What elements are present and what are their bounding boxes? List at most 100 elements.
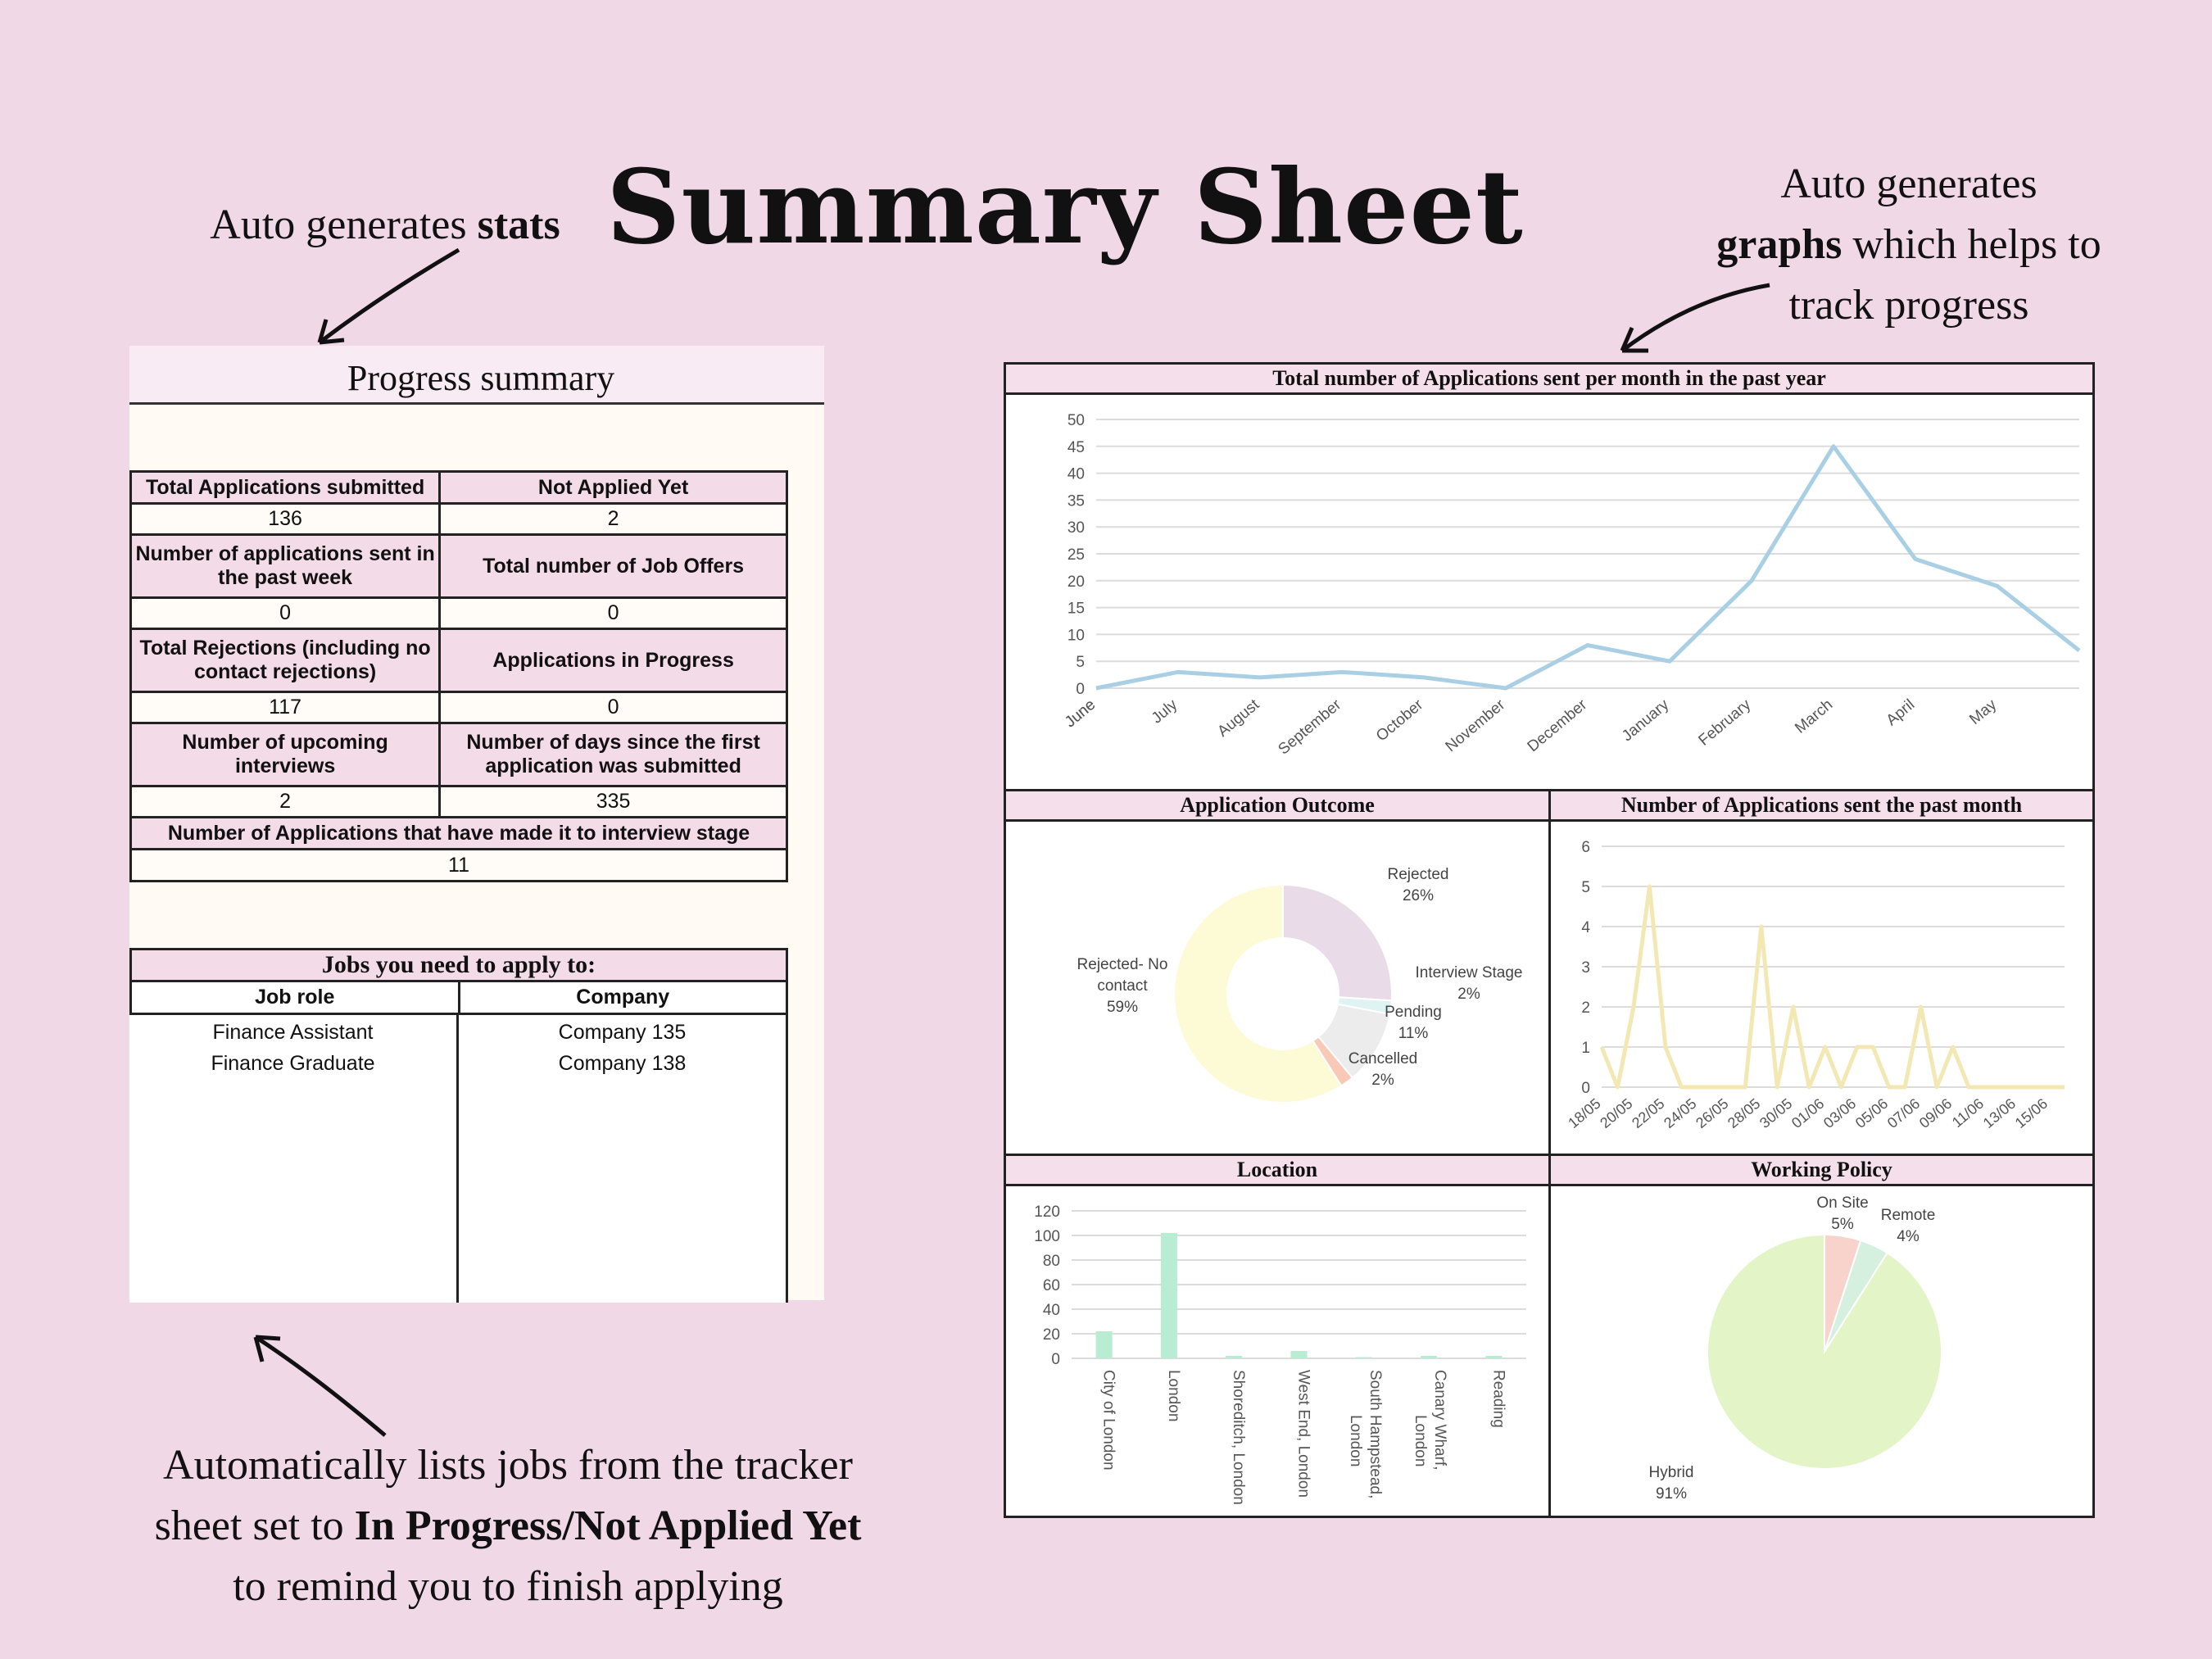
tick-label: West End, London — [1295, 1370, 1312, 1498]
jobs-table: Jobs you need to apply to: Job role Comp… — [129, 948, 788, 1303]
tick-label: 35 — [1067, 492, 1085, 510]
tick-label: 5 — [1581, 879, 1590, 896]
data-label: On Site 5% — [1816, 1194, 1868, 1233]
tick-label: November — [1443, 696, 1509, 755]
tick-label: 5 — [1076, 654, 1085, 671]
stats-note-bold: stats — [477, 202, 560, 248]
jobs-note-line2: sheet set to In Progress/Not Applied Yet — [90, 1496, 926, 1557]
data-label: Rejected- No contact 59% — [1077, 956, 1168, 1016]
tick-label: Shoreditch, London — [1230, 1370, 1247, 1505]
tick-label: February — [1695, 696, 1754, 749]
rejections-value: 117 — [129, 691, 442, 724]
tick-label: 0 — [1051, 1351, 1060, 1368]
bar — [1226, 1356, 1243, 1358]
graphs-note-line2: graphs which helps to — [1671, 215, 2146, 275]
data-label: Cancelled 2% — [1349, 1050, 1418, 1089]
jobs-note-line1: Automatically lists jobs from the tracke… — [163, 1442, 853, 1489]
bar — [1355, 1357, 1372, 1358]
total-applications-label: Total Applications submitted — [129, 470, 442, 505]
tick-label: 40 — [1067, 466, 1085, 483]
data-line — [1599, 884, 2065, 1090]
tick-label: 6 — [1581, 839, 1590, 856]
tick-label: 40 — [1043, 1302, 1060, 1319]
list-item: Finance Assistant — [212, 1021, 374, 1044]
bar — [1485, 1356, 1503, 1358]
data-line — [1095, 444, 2081, 691]
tick-label: 50 — [1067, 412, 1085, 429]
chart-title: Location — [1006, 1156, 1548, 1186]
list-item: Company 138 — [558, 1052, 687, 1075]
tick-label: 1 — [1581, 1040, 1590, 1057]
job-offers-label: Total number of Job Offers — [438, 533, 788, 599]
tick-label: October — [1373, 696, 1427, 745]
tick-label: 07/06 — [1884, 1095, 1923, 1131]
chart-title: Number of Applications sent the past mon… — [1551, 791, 2092, 822]
tick-label: August — [1214, 696, 1262, 741]
tick-label: March — [1792, 696, 1836, 737]
job-role-header: Job role — [132, 982, 460, 1013]
tick-label: 80 — [1043, 1253, 1060, 1270]
data-label: Hybrid 91% — [1649, 1464, 1694, 1503]
tick-label: 100 — [1034, 1228, 1060, 1245]
tick-label: 18/05 — [1565, 1095, 1603, 1131]
graphs-note-line1: Auto generates — [1780, 161, 2037, 207]
tick-label: 01/06 — [1788, 1095, 1827, 1131]
company-column: Company 135 Company 138 — [459, 1015, 786, 1303]
data-label: Interview Stage 2% — [1416, 964, 1523, 1003]
in-progress-label: Applications in Progress — [438, 628, 788, 693]
tick-label: 45 — [1067, 439, 1085, 456]
tick-label: 20 — [1043, 1326, 1060, 1344]
tick-label: 03/06 — [1820, 1095, 1859, 1131]
bar — [1421, 1356, 1438, 1358]
data-label: Pending 11% — [1385, 1004, 1442, 1042]
tick-label: 22/05 — [1629, 1095, 1667, 1131]
pie-slice — [1282, 883, 1393, 1002]
bar — [1095, 1331, 1113, 1358]
pie-slice — [1707, 1233, 1942, 1470]
not-applied-label: Not Applied Yet — [438, 470, 788, 505]
tick-label: City of London — [1100, 1370, 1117, 1471]
stats-table: Total Applications submitted Not Applied… — [129, 470, 788, 882]
past-week-value: 0 — [129, 596, 442, 630]
pie-slice — [1173, 883, 1343, 1104]
tick-label: 0 — [1076, 681, 1085, 698]
tick-label: 05/06 — [1852, 1095, 1891, 1131]
graphs-note-line2-rest: which helps to — [1842, 221, 2101, 268]
days-since-first-label: Number of days since the first applicati… — [438, 722, 788, 787]
upcoming-interviews-label: Number of upcoming interviews — [129, 722, 442, 787]
chart-title: Total number of Applications sent per mo… — [1006, 365, 2092, 395]
location-bar-chart: 0 20 40 60 80 100 120 City of London London Shore… — [1034, 1203, 1526, 1505]
stats-arrow-icon — [317, 247, 460, 345]
tick-label: 09/06 — [1916, 1095, 1955, 1131]
not-applied-value: 2 — [438, 502, 788, 536]
upcoming-interviews-value: 2 — [129, 785, 442, 818]
application-outcome-chart: Application Outcome Rejected 26% Interview… — [1004, 789, 1551, 1156]
tick-label: 24/05 — [1661, 1095, 1699, 1131]
tick-label: 26/05 — [1693, 1095, 1731, 1131]
tick-label: January — [1619, 696, 1673, 745]
tick-label: 30 — [1067, 519, 1085, 537]
chart-title: Application Outcome — [1006, 791, 1548, 822]
outcome-donut-chart: Rejected 26% Interview Stage 2%Pending 11% Ca… — [1077, 866, 1523, 1104]
jobs-note-bold: In Progress/Not Applied Yet — [354, 1503, 862, 1549]
interview-stage-label: Number of Applications that have made it… — [129, 816, 788, 850]
tick-label: 4 — [1581, 919, 1590, 936]
interview-stage-value: 11 — [129, 848, 788, 882]
tick-label: 20 — [1067, 573, 1085, 591]
tick-label: 20/05 — [1597, 1095, 1635, 1131]
past-month-chart: Number of Applications sent the past mon… — [1548, 789, 2095, 1156]
tick-label: May — [1966, 696, 2000, 728]
total-applications-value: 136 — [129, 502, 442, 536]
stats-note: Auto generates stats — [164, 195, 606, 256]
jobs-note-line3: to remind you to finish applying — [233, 1563, 783, 1610]
jobs-note-line2-text: sheet set to — [154, 1503, 355, 1549]
graphs-note-line3: track progress — [1788, 282, 2029, 329]
job-role-column: Finance Assistant Finance Graduate — [129, 1015, 459, 1303]
tick-label: April — [1883, 696, 1919, 730]
tick-label: 10 — [1067, 627, 1085, 644]
tick-label: 15/06 — [2012, 1095, 2051, 1131]
chart-title: Working Policy — [1551, 1156, 2092, 1186]
tick-label: 3 — [1581, 959, 1590, 977]
job-offers-value: 0 — [438, 596, 788, 630]
tick-label: South Hampstead,London — [1347, 1370, 1384, 1498]
